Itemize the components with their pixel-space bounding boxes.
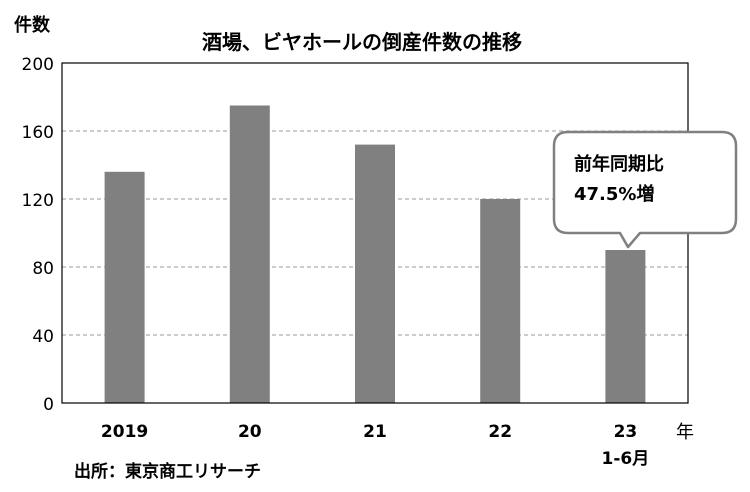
x-tick-label: 21 [363,422,387,442]
bar [355,144,395,403]
y-axis-label: 件数 [14,14,51,36]
bar [480,199,521,403]
callout-line-2: 47.5%増 [574,183,654,205]
bars [104,105,646,403]
y-tick-label: 120 [22,191,54,211]
y-tick-label: 0 [43,395,54,415]
callout-bubble [552,130,738,249]
y-tick-labels: 0 40 80 120 160 200 [22,55,54,415]
y-tick-label: 40 [32,327,54,347]
x-tick-label: 22 [488,422,512,442]
source-note: 出所：東京商工リサーチ [74,461,261,482]
y-tick-label: 200 [22,55,54,75]
callout: 前年同期比 47.5%増 [552,130,738,249]
x-tick-label: 2019 [101,422,148,442]
x-tick-label: 1-6月 [602,449,650,469]
x-axis-label: 年 [676,422,694,443]
bar [229,105,270,403]
x-tick-label: 20 [238,422,262,442]
y-tick-label: 80 [32,259,54,279]
bar [104,171,145,403]
chart-title: 酒場、ビヤホールの倒産件数の推移 [202,30,522,54]
bar [605,250,646,403]
y-tick-label: 160 [22,123,54,143]
callout-line-1: 前年同期比 [574,153,664,175]
x-tick-label: 23 [614,422,638,442]
x-tick-labels: 2019 20 21 22 23 1-6月 [101,422,649,469]
